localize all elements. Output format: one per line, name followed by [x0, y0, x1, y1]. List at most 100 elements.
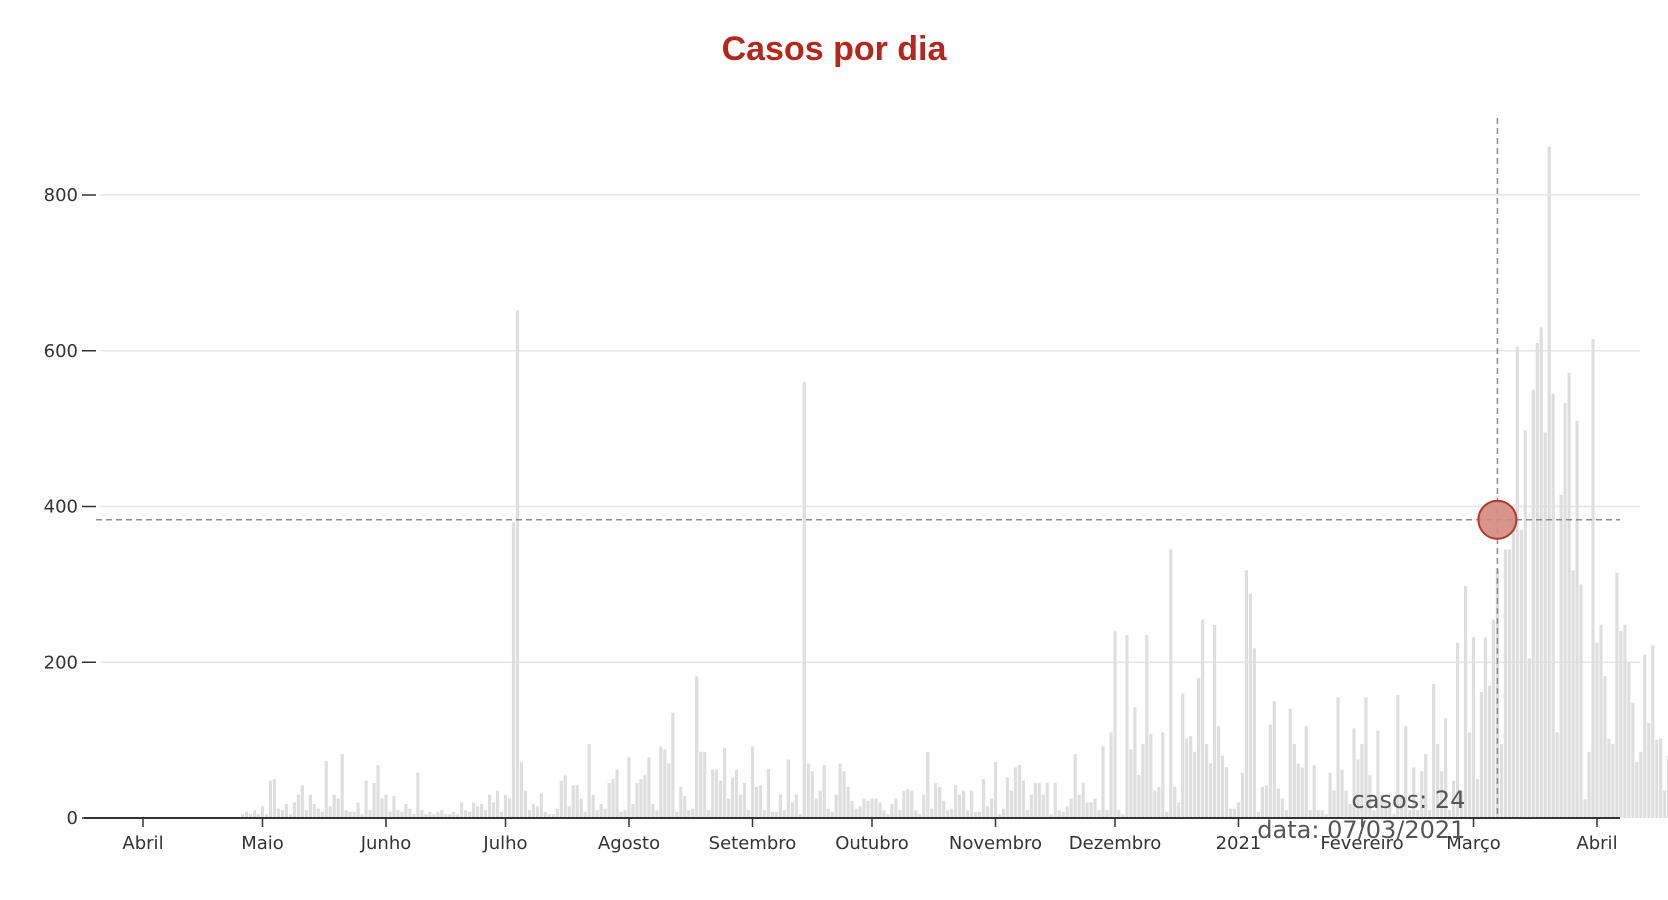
bar	[523, 790, 528, 818]
bar	[894, 798, 898, 818]
bar	[499, 811, 504, 818]
bar	[1360, 744, 1364, 818]
bar	[719, 780, 723, 818]
bar	[340, 754, 344, 818]
bar	[1089, 802, 1093, 818]
bar	[1296, 763, 1300, 818]
bar	[1364, 697, 1368, 818]
bar	[778, 794, 782, 818]
bar	[1615, 572, 1619, 818]
bar	[503, 794, 508, 818]
bar	[312, 803, 316, 818]
bar	[1444, 718, 1448, 818]
bar	[1459, 790, 1464, 818]
x-tick-label: Julho	[482, 833, 527, 854]
bar	[918, 814, 922, 818]
bar	[962, 790, 966, 818]
bar	[810, 771, 814, 818]
bar	[440, 810, 444, 818]
bar	[1487, 685, 1492, 818]
bar	[1587, 751, 1591, 818]
bar	[1655, 740, 1659, 819]
x-tick-label: Fevereiro	[1320, 833, 1403, 854]
bar	[1177, 802, 1181, 818]
bar	[1129, 749, 1133, 818]
bar	[635, 782, 639, 818]
bar	[491, 802, 496, 818]
bar	[1507, 549, 1511, 818]
bar	[631, 803, 635, 818]
bar	[1643, 654, 1647, 818]
bar	[1332, 790, 1336, 818]
bar	[1440, 771, 1444, 818]
bar	[1316, 810, 1320, 818]
bar	[468, 811, 472, 818]
bar	[687, 810, 691, 818]
bar	[264, 814, 269, 818]
bar	[1165, 811, 1169, 818]
bar	[404, 803, 408, 818]
bar	[336, 798, 340, 818]
bar	[1404, 726, 1408, 818]
bar	[1137, 775, 1141, 818]
bar	[886, 814, 890, 818]
bar	[639, 779, 643, 818]
bar	[834, 794, 838, 818]
bar	[1432, 684, 1436, 818]
bar	[782, 810, 786, 818]
bar	[348, 811, 352, 818]
bar	[1105, 810, 1109, 818]
bar	[826, 808, 830, 818]
bar	[1125, 634, 1129, 818]
bar	[583, 811, 587, 818]
bar	[643, 775, 647, 818]
bar	[671, 712, 675, 818]
bar	[368, 810, 372, 818]
bar	[416, 772, 420, 818]
bar	[1491, 619, 1496, 818]
bar	[1555, 732, 1559, 818]
bar	[1348, 803, 1352, 818]
bar	[372, 782, 376, 818]
x-tick-label: Junho	[360, 833, 412, 854]
bar	[539, 793, 543, 818]
bar	[1503, 549, 1507, 818]
bar	[1300, 767, 1304, 818]
bar	[1412, 767, 1416, 818]
bar	[766, 768, 771, 818]
bar	[1595, 642, 1599, 818]
bar	[460, 802, 464, 818]
bar	[1344, 790, 1348, 818]
bar	[734, 769, 739, 818]
bar	[1236, 802, 1241, 818]
bar	[1388, 806, 1392, 818]
bar	[1551, 393, 1555, 818]
bar	[527, 810, 531, 818]
bar	[571, 785, 575, 818]
bar	[320, 811, 324, 818]
bar	[870, 798, 874, 818]
bar	[1647, 722, 1651, 818]
bar	[1161, 732, 1165, 818]
bar	[332, 794, 336, 818]
bar	[762, 810, 767, 818]
bar	[754, 786, 759, 818]
bar	[587, 744, 591, 818]
bar	[1356, 759, 1360, 818]
bar	[288, 814, 292, 818]
bar	[1408, 810, 1412, 818]
bar	[798, 814, 802, 818]
bar	[806, 763, 810, 818]
hover-marker	[1477, 499, 1518, 540]
bar	[898, 810, 902, 818]
bar	[1201, 619, 1205, 818]
bar	[1197, 677, 1201, 819]
bar	[950, 808, 954, 818]
bar	[607, 782, 611, 818]
bar	[1288, 708, 1292, 819]
bar	[1479, 691, 1484, 818]
bar	[472, 802, 476, 818]
bar	[1519, 529, 1523, 818]
bar	[324, 761, 328, 818]
